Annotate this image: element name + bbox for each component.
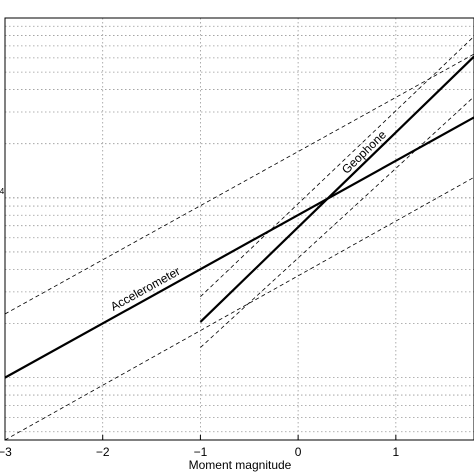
x-tick-label: −2 xyxy=(96,445,110,459)
x-axis-label: Moment magnitude xyxy=(189,458,292,472)
line-label: Accelerometer xyxy=(108,264,182,314)
fit-line xyxy=(4,116,474,379)
band-line xyxy=(200,36,474,297)
y-tick-label: 4 xyxy=(0,187,5,196)
x-tick-label: −3 xyxy=(0,445,12,459)
band-line xyxy=(200,96,474,348)
x-tick-label: −1 xyxy=(194,445,208,459)
band-line xyxy=(4,53,474,315)
x-tick-label: 1 xyxy=(392,445,399,459)
band-line xyxy=(4,176,474,441)
fit-line xyxy=(199,55,474,323)
axes-box xyxy=(4,17,474,441)
x-tick-label: 0 xyxy=(295,445,302,459)
